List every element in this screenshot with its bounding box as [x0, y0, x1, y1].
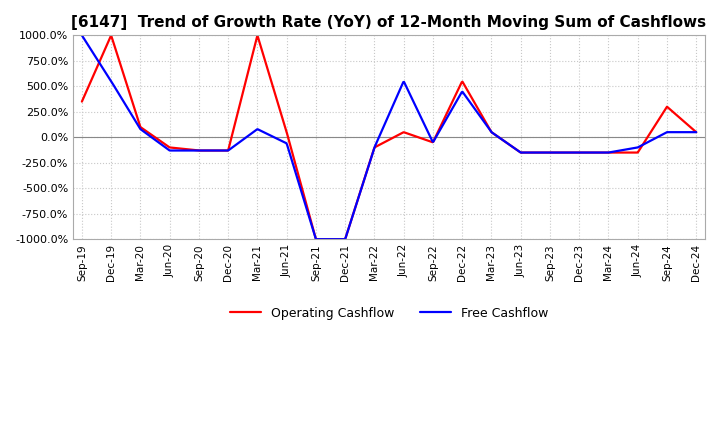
Line: Operating Cashflow: Operating Cashflow [82, 35, 696, 239]
Operating Cashflow [608, 150, 617, 155]
Operating Cashflow [545, 150, 554, 155]
Free Cashflow [544, 150, 553, 155]
Operating Cashflow [78, 99, 86, 104]
Operating Cashflow [116, 62, 125, 67]
Operating Cashflow [452, 91, 461, 96]
Operating Cashflow [692, 129, 701, 135]
Free Cashflow [451, 100, 460, 106]
Free Cashflow [469, 105, 478, 110]
Free Cashflow [312, 237, 320, 242]
Operating Cashflow [436, 125, 444, 130]
Free Cashflow [115, 92, 124, 98]
Free Cashflow [78, 33, 86, 38]
Line: Free Cashflow: Free Cashflow [82, 35, 696, 239]
Free Cashflow [435, 128, 444, 134]
Free Cashflow [692, 129, 701, 135]
Free Cashflow [608, 149, 616, 154]
Legend: Operating Cashflow, Free Cashflow: Operating Cashflow, Free Cashflow [225, 302, 553, 325]
Operating Cashflow [470, 100, 479, 106]
Operating Cashflow [107, 33, 115, 38]
Operating Cashflow [312, 237, 320, 242]
Title: [6147]  Trend of Growth Rate (YoY) of 12-Month Moving Sum of Cashflows: [6147] Trend of Growth Rate (YoY) of 12-… [71, 15, 706, 30]
